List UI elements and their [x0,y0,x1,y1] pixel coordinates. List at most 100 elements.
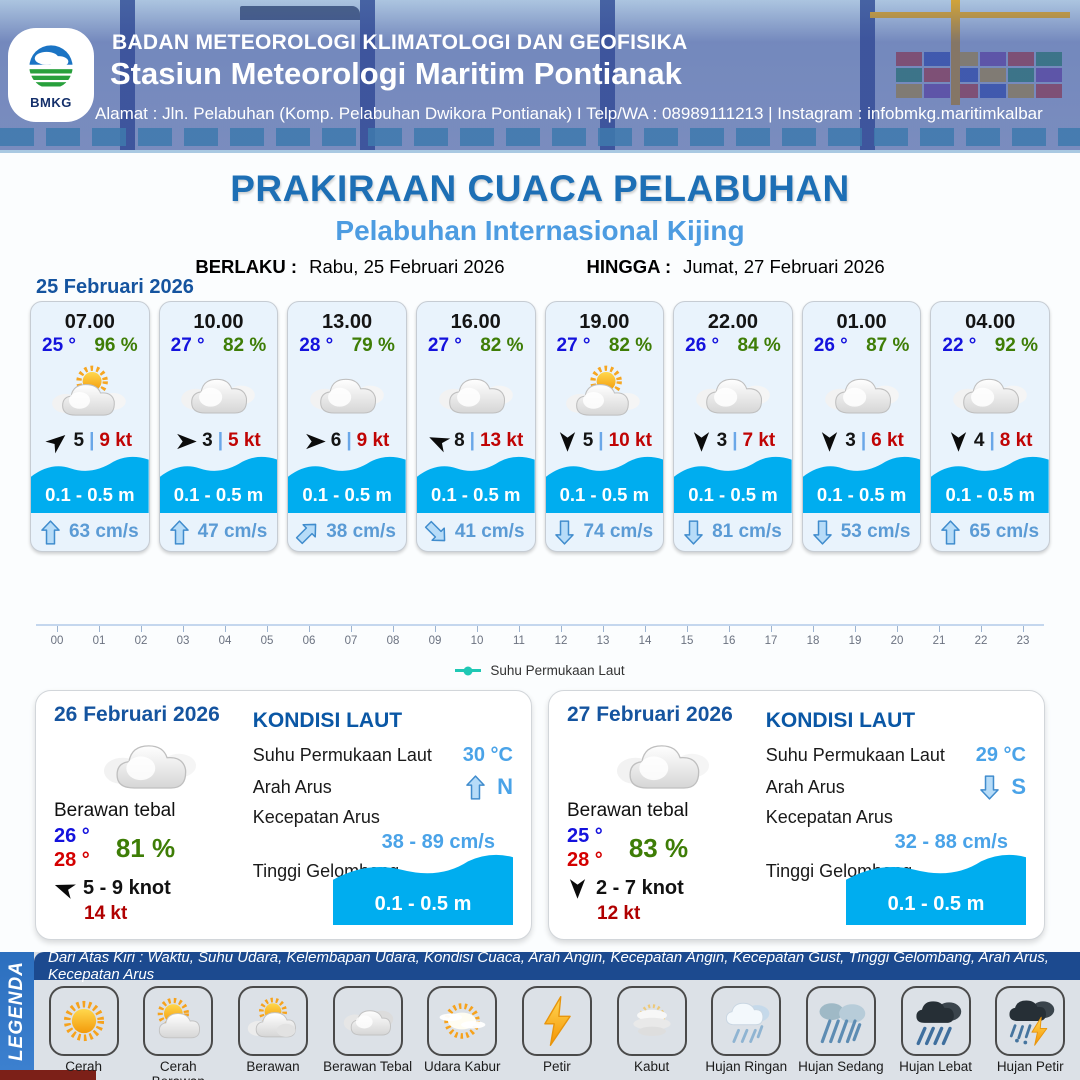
air-temperature: 26 ° [685,335,720,356]
wave-height-value: 0.1 - 0.5 m [430,484,521,505]
legend-label: Berawan Tebal [323,1059,413,1074]
wave-shape [674,456,792,513]
current-direction-icon [813,520,832,545]
current-speed-row: Kecepatan Arus 38 - 89 cm/s [253,807,513,854]
weather-condition-icon [546,359,664,427]
temp-humidity-row: 27 ° 82 % [417,334,535,357]
legend-item: Udara Kabur [417,986,507,1074]
wave-height-value: 0.1 - 0.5 m [374,893,472,915]
current-speed: 53 cm/s [840,521,911,542]
weather-condition-icon [567,727,760,799]
page-title: PRAKIRAAN CUACA PELABUHAN [230,168,850,209]
legend-icon-box [332,986,403,1056]
wave-height-badge: 0.1 - 0.5 m [846,849,1026,925]
wind-speed: 3 [845,430,856,451]
sea-conditions-title: KONDISI LAUT [765,709,916,732]
hour-tick: 08 [372,626,414,647]
legend-item: Hujan Ringan [701,986,791,1074]
hourly-forecast-card: 10.00 27 ° 82 % 3 | 5 kt 0.1 - 0.5 m 47 … [158,301,279,552]
hour-tick-label: 09 [428,635,442,647]
day1-date-heading: 25 Februari 2026 [36,276,194,298]
hour-tick-label: 14 [638,635,652,647]
hour-tick: 12 [540,626,582,647]
bmkg-logo: BMKG [8,28,94,122]
current-direction-row: Arah Arus S [766,774,1026,800]
temp-min: 25 ° [567,825,603,847]
wave-height-badge: 0.1 - 0.5 m [333,849,513,925]
air-temperature: 27 ° [427,335,462,356]
daily-date: 27 Februari 2026 [567,703,733,726]
legend-title: LEGENDA [6,961,27,1061]
humidity: 79 % [351,335,395,356]
hour-tick-label: 15 [680,635,694,647]
temp-humidity-block: 25 ° 28 ° 83 % [567,824,760,872]
current-speed-row: Kecepatan Arus 32 - 88 cm/s [766,807,1026,854]
wave-height-value: 0.1 - 0.5 m [887,893,985,915]
wind-direction-icon [52,877,78,900]
legend-weather-icon [1002,993,1058,1049]
legend-item: Berawan Tebal [323,986,413,1074]
wave-shape [846,854,1026,925]
wave-height-value: 0.1 - 0.5 m [45,484,135,505]
forecast-time: 16.00 [450,311,501,333]
gust-speed: 8 kt [999,430,1033,451]
legend-title-band: LEGENDA [0,952,34,1070]
station-address: Alamat : Jln. Pelabuhan (Komp. Pelabuhan… [95,104,1043,123]
current-row: 81 cm/s [674,513,792,551]
sst-row: Suhu Permukaan Laut 29 °C [766,744,1026,767]
hour-tick: 22 [960,626,1002,647]
agency-name: BADAN METEOROLOGI KLIMATOLOGI DAN GEOFIS… [112,31,688,54]
daily-weather-summary: 26 Februari 2026 Berawan tebal 26 ° 28 °… [54,703,247,925]
current-direction-icon [941,520,960,545]
sst-row: Suhu Permukaan Laut 30 °C [253,744,513,767]
legend-weather-icon [813,993,869,1049]
hour-tick-label: 00 [50,635,64,647]
wave-shape [31,456,149,513]
header-divider [0,150,1080,153]
wave-height-value: 0.1 - 0.5 m [173,484,264,505]
legend-icon-box [805,986,876,1056]
air-temperature: 27 ° [556,335,591,356]
current-direction-letter: S [1011,774,1026,799]
hour-tick: 09 [414,626,456,647]
hourly-forecast-row: 07.00 25 ° 96 % 5 | 9 kt 0.1 - 0.5 m 63 … [30,301,1050,552]
humidity: 84 % [737,335,781,356]
separator: | [732,430,738,451]
hour-tick: 06 [288,626,330,647]
chart-plot-area [36,558,1044,626]
valid-from-date: Rabu, 25 Februari 2026 [309,256,505,277]
wind-row: 3 | 5 kt [160,430,278,452]
current-direction-icon [980,775,999,800]
hour-tick: 23 [1002,626,1044,647]
legend-item: Hujan Sedang [796,986,886,1074]
daily-date: 26 Februari 2026 [54,703,220,726]
wave-shape [802,456,921,513]
hour-tick-label: 20 [890,635,904,647]
legend-item: Kabut [607,986,697,1074]
legend-weather-icon [245,993,301,1049]
hour-tick-label: 22 [974,635,988,647]
header-banner: BMKG BADAN METEOROLOGI KLIMATOLOGI DAN G… [0,0,1080,150]
temp-humidity-block: 26 ° 28 ° 81 % [54,824,247,872]
humidity: 82 % [480,335,524,356]
wave-height-band: 0.1 - 0.5 m [802,449,921,513]
legend-icon-box [143,986,214,1056]
separator: | [346,430,352,451]
wind-speed: 5 [73,430,85,451]
legend-label: Hujan Sedang [798,1059,884,1074]
legend-label: Cerah [65,1059,103,1074]
hour-tick: 11 [498,626,540,647]
legend-label: Petir [543,1059,571,1074]
hour-tick: 02 [120,626,162,647]
hour-tick-label: 04 [218,635,232,647]
current-direction-icon [170,520,189,545]
hourly-forecast-card: 19.00 27 ° 82 % 5 | 10 kt 0.1 - 0.5 m 74… [544,301,665,552]
hour-tick: 18 [792,626,834,647]
hour-tick: 16 [708,626,750,647]
wind-speed-range: 2 - 7 knot [596,877,684,899]
legend-icon-box [427,986,498,1056]
sea-surface-temp-chart: 00 01 02 03 04 05 06 07 08 09 10 11 12 13 14 15 16 17 18 19… [36,558,1044,684]
hour-tick-label: 03 [176,635,190,647]
weather-condition-text: Berawan tebal [54,800,176,821]
temp-humidity-row: 27 ° 82 % [546,334,664,357]
